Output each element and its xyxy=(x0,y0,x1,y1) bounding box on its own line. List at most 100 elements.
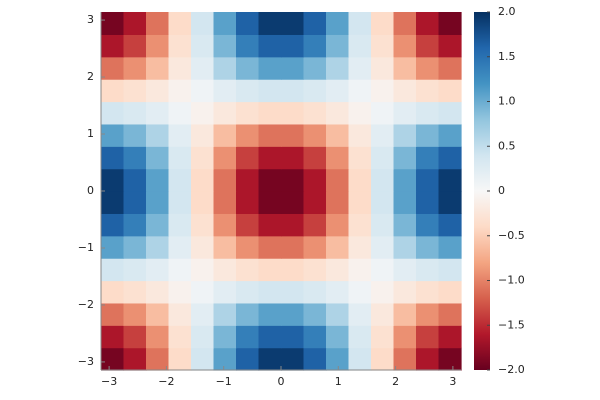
heatmap-cell xyxy=(416,347,440,371)
heatmap-cell xyxy=(191,56,215,80)
heatmap-cell xyxy=(303,168,327,192)
heatmap-cell xyxy=(168,302,192,326)
heatmap-cell xyxy=(236,56,260,80)
heatmap-cell xyxy=(146,168,170,192)
heatmap-cell xyxy=(371,56,395,80)
heatmap-cell xyxy=(438,191,462,214)
heatmap-cell xyxy=(371,325,395,349)
heatmap-cell xyxy=(123,347,147,371)
heatmap-cell xyxy=(438,258,462,282)
heatmap-cell xyxy=(168,79,192,103)
heatmap-cell xyxy=(213,123,237,147)
heatmap-cell xyxy=(303,79,327,103)
heatmap-cell xyxy=(348,168,372,192)
heatmap-cell xyxy=(191,325,215,349)
colorbar-tick-label: −1.0 xyxy=(498,274,525,287)
heatmap-cell xyxy=(326,101,350,125)
heatmap-cell xyxy=(236,325,260,349)
heatmap-cell xyxy=(326,12,350,35)
heatmap-cell xyxy=(326,347,350,371)
heatmap-cell xyxy=(438,123,462,147)
heatmap-cell xyxy=(258,191,282,214)
heatmap-cell xyxy=(236,258,260,282)
heatmap-cell xyxy=(393,280,417,304)
heatmap-cell xyxy=(213,146,237,170)
heatmap-cell xyxy=(326,79,350,103)
heatmap-cell xyxy=(258,101,282,125)
heatmap-cell xyxy=(168,191,192,214)
heatmap-cell xyxy=(438,146,462,170)
heatmap-cell xyxy=(371,123,395,147)
heatmap-cell xyxy=(123,235,147,259)
heatmap-cell xyxy=(146,146,170,170)
heatmap-cell xyxy=(168,12,192,35)
heatmap-cell xyxy=(371,280,395,304)
heatmap-cell xyxy=(348,235,372,259)
heatmap-cell xyxy=(101,280,125,304)
heatmap-cell xyxy=(123,191,147,214)
heatmap-cell xyxy=(236,280,260,304)
heatmap-cell xyxy=(326,325,350,349)
heatmap-cell xyxy=(281,302,305,326)
heatmap-cell xyxy=(371,302,395,326)
heatmap-cell xyxy=(416,280,440,304)
heatmap-cell xyxy=(213,12,237,35)
heatmap-cell xyxy=(303,191,327,214)
heatmap-cell xyxy=(168,258,192,282)
heatmap-cell xyxy=(213,258,237,282)
colorbar-tick-label: 0 xyxy=(498,184,505,197)
y-tick-label: 3 xyxy=(87,13,94,26)
heatmap-cell xyxy=(416,325,440,349)
heatmap-cell xyxy=(213,302,237,326)
heatmap-cell xyxy=(348,302,372,326)
heatmap-cell xyxy=(371,191,395,214)
heatmap-cell xyxy=(438,280,462,304)
heatmap-cell xyxy=(281,34,305,58)
heatmap-cell xyxy=(213,34,237,58)
heatmap-cell xyxy=(101,79,125,103)
heatmap-cell xyxy=(168,34,192,58)
heatmap-cell xyxy=(326,146,350,170)
colorbar-tick-label: −2.0 xyxy=(498,363,525,376)
x-tick-label: −2 xyxy=(158,375,174,388)
heatmap-cell xyxy=(236,191,260,214)
heatmap-cell xyxy=(101,146,125,170)
heatmap-cell xyxy=(303,56,327,80)
heatmap-cell xyxy=(101,325,125,349)
heatmap-cell xyxy=(371,12,395,35)
heatmap-cell xyxy=(303,146,327,170)
heatmap-cell xyxy=(191,235,215,259)
colorbar-tick-label: −1.5 xyxy=(498,318,525,331)
heatmap-cell xyxy=(371,258,395,282)
heatmap-cell xyxy=(393,146,417,170)
heatmap-cell xyxy=(146,12,170,35)
heatmap-cell xyxy=(258,123,282,147)
colorbar-tick-label: 2.0 xyxy=(498,5,516,18)
heatmap-cell xyxy=(258,146,282,170)
heatmap-cell xyxy=(101,302,125,326)
heatmap-cell xyxy=(191,191,215,214)
heatmap-cell xyxy=(303,302,327,326)
heatmap-cell xyxy=(281,146,305,170)
y-tick-label: −1 xyxy=(78,241,94,254)
heatmap-cell xyxy=(326,191,350,214)
x-tick-label: 0 xyxy=(278,375,285,388)
heatmap-cell xyxy=(258,347,282,371)
heatmap-cell xyxy=(213,280,237,304)
heatmap-cell xyxy=(281,101,305,125)
colorbar xyxy=(474,12,490,370)
heatmap-cell xyxy=(213,168,237,192)
heatmap-cell xyxy=(101,168,125,192)
heatmap-cell xyxy=(146,34,170,58)
heatmap-cell xyxy=(371,146,395,170)
heatmap-cell xyxy=(303,123,327,147)
heatmap-cell xyxy=(393,34,417,58)
heatmap-cell xyxy=(371,235,395,259)
heatmap-cell xyxy=(168,168,192,192)
heatmap-cell xyxy=(281,123,305,147)
y-tick-label: 2 xyxy=(87,70,94,83)
heatmap-cell xyxy=(393,123,417,147)
heatmap-cell xyxy=(146,101,170,125)
colorbar-tick-label: 1.5 xyxy=(498,50,516,63)
